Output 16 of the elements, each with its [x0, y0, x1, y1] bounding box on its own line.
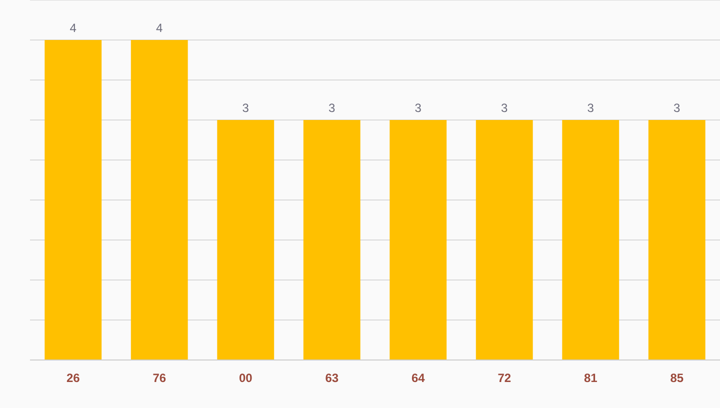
data-label: 4 — [156, 21, 164, 35]
data-label: 3 — [587, 101, 594, 115]
data-label: 4 — [70, 21, 77, 35]
data-label: 3 — [674, 101, 681, 115]
x-tick-label: 63 — [325, 371, 339, 385]
x-tick-label: 72 — [498, 371, 512, 385]
x-tick-label: 85 — [670, 371, 684, 385]
data-label: 3 — [501, 101, 508, 115]
data-label: 3 — [242, 101, 250, 115]
data-label: 3 — [414, 101, 422, 115]
x-tick-label: 81 — [584, 371, 598, 385]
x-tick-label: 00 — [238, 371, 253, 385]
x-tick-label: 64 — [411, 371, 426, 385]
x-tick-label: 26 — [66, 371, 80, 385]
x-tick-label: 76 — [152, 371, 166, 385]
data-label: 3 — [328, 101, 336, 115]
